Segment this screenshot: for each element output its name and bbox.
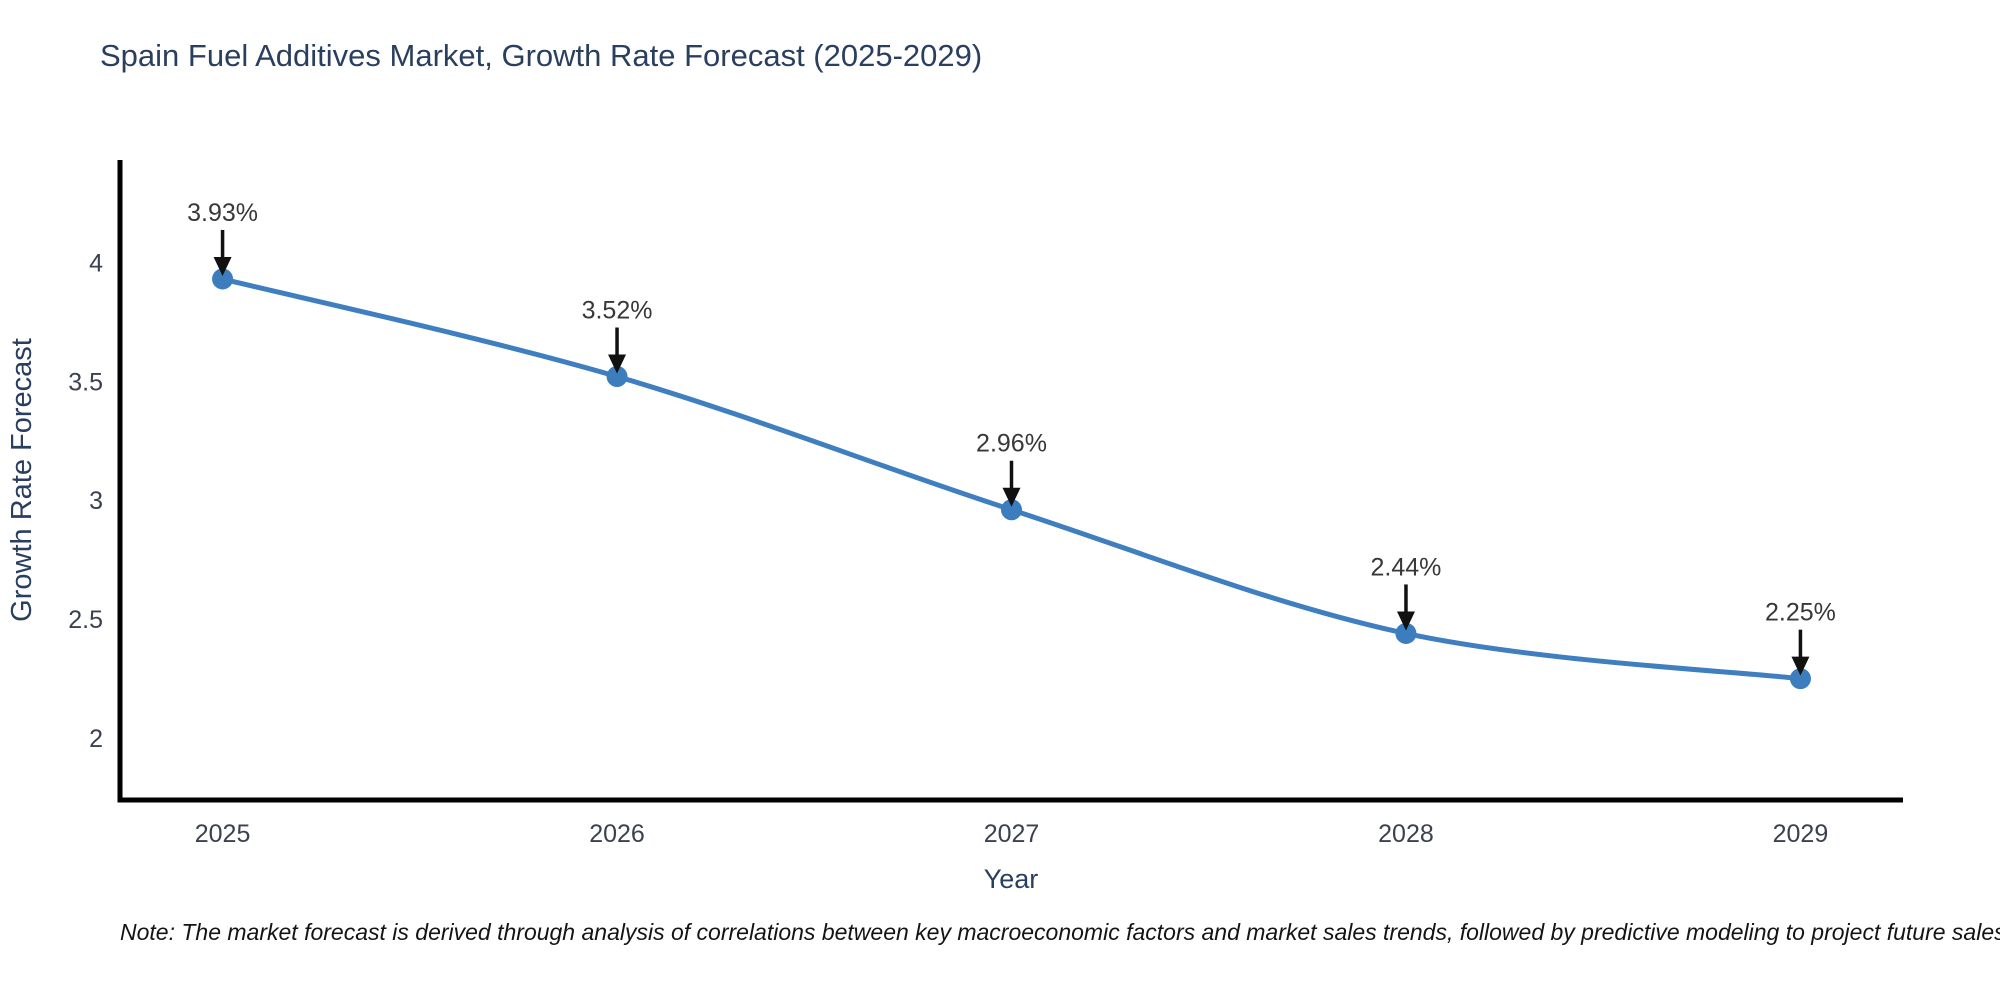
data-point-2025: [212, 268, 234, 290]
x-tick-label: 2025: [195, 820, 251, 848]
y-axis-label: Growth Rate Forecast: [6, 338, 38, 622]
data-point-2027: [1001, 499, 1022, 521]
annotation-arrowhead: [1791, 656, 1810, 676]
footnote: Note: The market forecast is derived thr…: [120, 919, 2000, 945]
data-point-label: 3.52%: [582, 297, 653, 325]
annotation-arrowhead: [1396, 611, 1415, 631]
x-axis-label: Year: [984, 864, 1039, 894]
plot-area: 2 2.5 3 3.5 4 2025 2026 2027 2028 2029 3.93% 3.52% 2…: [68, 160, 1903, 848]
y-tick-label: 2: [89, 725, 103, 753]
x-tick-label: 2028: [1378, 820, 1434, 848]
data-point-2026: [606, 366, 628, 388]
data-point-label: 2.44%: [1371, 553, 1442, 581]
y-tick-label: 4: [89, 249, 103, 277]
annotation-arrowhead: [213, 256, 232, 276]
data-point-label: 3.93%: [187, 199, 258, 227]
y-tick-label: 3: [89, 487, 103, 515]
y-tick-label: 2.5: [68, 606, 103, 634]
data-point-label: 2.25%: [1765, 599, 1836, 627]
data-point-label: 2.96%: [976, 430, 1047, 458]
x-tick-label: 2027: [984, 820, 1040, 848]
data-point-2029: [1789, 668, 1811, 690]
x-tick-label: 2029: [1773, 820, 1829, 848]
chart-title: Spain Fuel Additives Market, Growth Rate…: [100, 38, 982, 73]
annotation-arrowhead: [1002, 487, 1021, 507]
x-tick-label: 2026: [589, 820, 645, 848]
data-point-2028: [1395, 622, 1417, 644]
annotation-arrowhead: [608, 354, 627, 374]
y-tick-label: 3.5: [68, 368, 103, 396]
